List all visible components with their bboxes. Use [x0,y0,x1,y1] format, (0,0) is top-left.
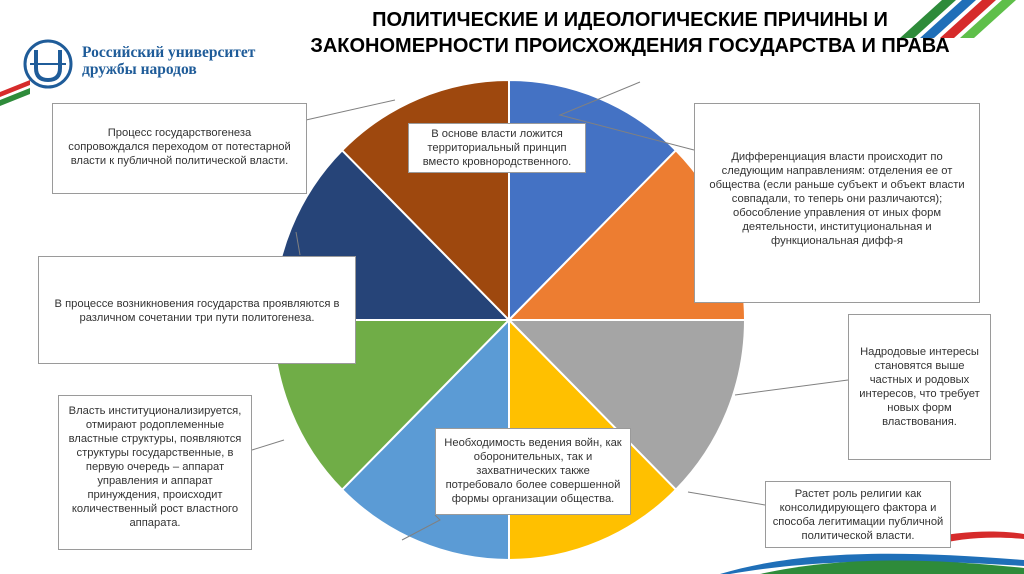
connector-left-middle [295,231,301,256]
callout-right-top-text: Дифференциация власти происходит по след… [709,151,965,247]
slice-gray [506,319,747,492]
university-name-line2: дружбы народов [82,61,197,78]
callout-center-top-text: В основе власти ложится территориальный … [422,128,572,168]
connector-right-middle [734,379,849,396]
callout-left-bottom: Власть институционализируется, отмирают … [58,395,252,550]
callout-left-middle-text: В процессе возникновения государства про… [54,298,340,324]
callout-left-middle: В процессе возникновения государства про… [38,256,356,364]
left-decor-stripes [0,80,30,106]
page-title: ПОЛИТИЧЕСКИЕ И ИДЕОЛОГИЧЕСКИЕ ПРИЧИНЫ И … [310,9,950,57]
callout-top-left: Процесс государствогенеза сопровождался … [52,103,307,194]
university-emblem-icon [23,39,73,89]
connector-right-top [558,81,695,151]
callout-left-bottom-text: Власть институционализируется, отмирают … [68,405,242,529]
connector-left-bottom [251,439,285,451]
callout-right-top: Дифференциация власти происходит по след… [694,103,980,303]
callout-right-bottom-text: Растет роль религии как консолидирующего… [772,488,944,542]
callout-center-bottom-text: Необходимость ведения войн, как оборонит… [444,437,622,505]
connector-top-left [305,99,396,121]
connector-right-bottom [687,491,766,506]
callout-right-middle: Надродовые интересы становятся выше част… [848,314,991,460]
university-name-line1: Российский университет [82,44,256,61]
connector-center-bottom [401,514,441,541]
top-right-decor-stripes [900,0,1016,38]
callout-center-top: В основе власти ложится территориальный … [408,123,586,173]
callout-center-bottom: Необходимость ведения войн, как оборонит… [435,428,631,515]
callout-right-bottom: Растет роль религии как консолидирующего… [765,481,951,548]
callout-top-left-text: Процесс государствогенеза сопровождался … [68,127,291,167]
university-logo: Российский университет дружбы народов [22,38,287,90]
callout-right-middle-text: Надродовые интересы становятся выше част… [859,346,980,428]
university-name: Российский университет дружбы народов [82,44,255,78]
